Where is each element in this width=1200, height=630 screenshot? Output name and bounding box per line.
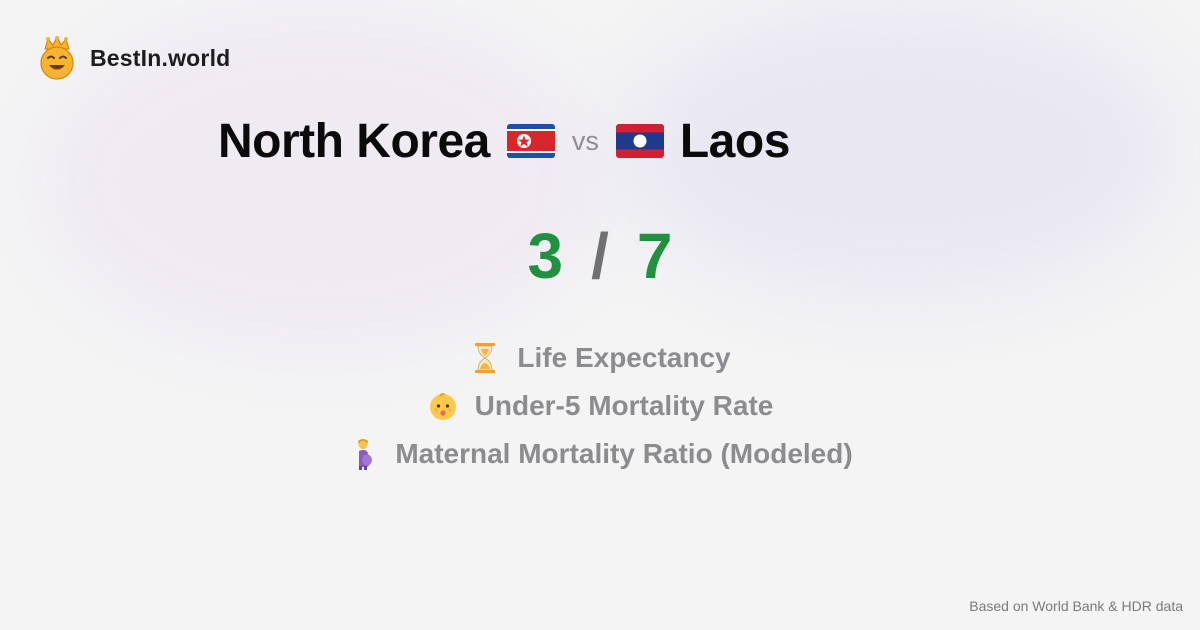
country-b-name: Laos: [679, 114, 791, 168]
country-a-name: North Korea: [218, 114, 490, 168]
metric-life-expectancy: Life Expectancy: [469, 334, 731, 382]
laos-flag-icon: [615, 124, 664, 158]
north-korea-flag-icon: [506, 124, 555, 158]
hourglass-icon: [475, 343, 496, 373]
score-display: 3 / 7: [0, 220, 1200, 292]
score-country-a: 3: [527, 220, 564, 292]
pregnant-woman-icon: [358, 439, 373, 470]
metric-life-expectancy-label: Life Expectancy: [517, 342, 731, 373]
metric-under-5-mortality: Under-5 Mortality Rate: [427, 382, 774, 430]
metrics-list: Life Expectancy Under-5 Mortality Rate M…: [0, 334, 1200, 478]
metric-maternal-mortality: Maternal Mortality Ratio (Modeled): [347, 430, 853, 478]
baby-face-icon: [429, 393, 456, 420]
crowned-smiley-icon: [40, 36, 74, 80]
score-country-b: 7: [636, 220, 673, 292]
comparison-headline: North Korea vs Laos: [218, 108, 790, 174]
metric-maternal-mortality-label: Maternal Mortality Ratio (Modeled): [395, 438, 853, 469]
data-source-note: Based on World Bank & HDR data: [969, 598, 1183, 614]
metric-under-5-mortality-label: Under-5 Mortality Rate: [474, 390, 774, 421]
score-separator: /: [591, 220, 609, 292]
vs-label: vs: [571, 125, 599, 156]
brand-logo[interactable]: BestIn.world: [38, 36, 230, 80]
brand-name: BestIn.world: [90, 44, 231, 71]
